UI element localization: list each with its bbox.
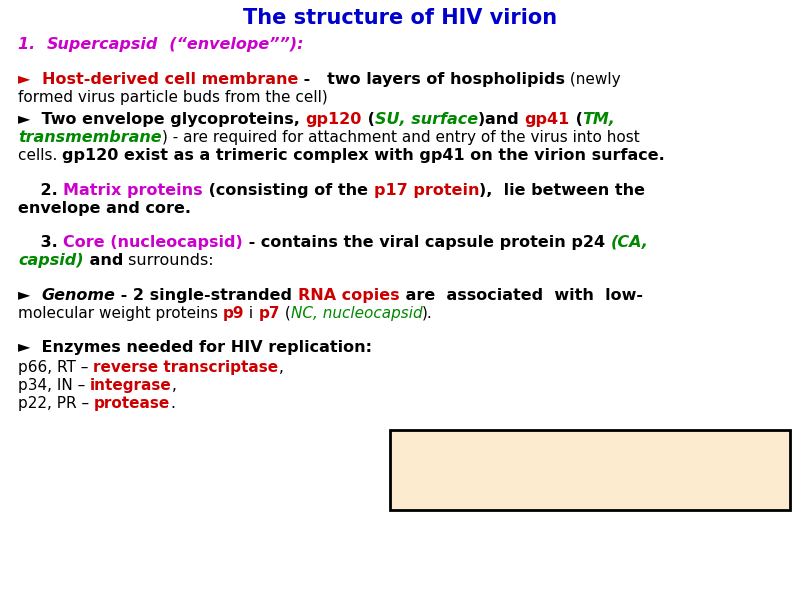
Text: p34, IN –: p34, IN – [18,378,90,393]
Text: cells.: cells. [18,148,62,163]
Text: (consisting of the: (consisting of the [203,183,374,198]
Text: ) - are required for attachment and entry of the virus into host: ) - are required for attachment and entr… [162,130,639,145]
Text: Core (nucleocapsid): Core (nucleocapsid) [63,235,243,250]
Text: Genome: Genome [42,288,115,303]
Text: (newly: (newly [565,72,621,87]
Text: p22, PR –: p22, PR – [18,396,94,411]
Text: gp120: gp120 [306,112,362,127]
Text: TM,: TM, [582,112,615,127]
Text: -   two layers of hospholipids: - two layers of hospholipids [298,72,565,87]
Text: are  associated  with  low-: are associated with low- [400,288,642,303]
Text: (: ( [280,306,290,321]
Text: (: ( [570,112,582,127]
Text: RNA copies: RNA copies [298,288,400,303]
Text: NC, nucleocapsid: NC, nucleocapsid [290,306,422,321]
Text: envelope and core.: envelope and core. [18,201,191,216]
Text: - contains the viral capsule protein p24: - contains the viral capsule protein p24 [243,235,611,250]
Text: protease: protease [94,396,170,411]
Text: surrounds:: surrounds: [123,253,214,268]
Text: formed virus particle buds from the cell): formed virus particle buds from the cell… [18,90,328,105]
Text: ).: ). [422,306,433,321]
Text: ►: ► [18,72,42,87]
Text: gp120 exist as a trimeric complex with gp41 on the virion surface.: gp120 exist as a trimeric complex with g… [62,148,665,163]
Text: Matrix proteins: Matrix proteins [63,183,203,198]
Text: Переклад на наступному слайді: Переклад на наступному слайді [422,462,758,480]
Text: reverse transcriptase: reverse transcriptase [94,360,278,375]
Text: p9: p9 [223,306,244,321]
Text: 1.: 1. [18,37,46,52]
Text: ►  Enzymes needed for HIV replication:: ► Enzymes needed for HIV replication: [18,340,372,355]
Text: The structure of HIV virion: The structure of HIV virion [243,8,557,28]
Text: SU, surface: SU, surface [374,112,478,127]
Text: molecular weight proteins: molecular weight proteins [18,306,223,321]
Text: i: i [244,306,258,321]
Text: p7: p7 [258,306,280,321]
Text: p66, RT –: p66, RT – [18,360,94,375]
Text: integrase: integrase [90,378,172,393]
Text: and: and [84,253,123,268]
FancyBboxPatch shape [390,430,790,510]
Text: (: ( [362,112,374,127]
Text: ),  lie between the: ), lie between the [479,183,645,198]
Text: Supercapsid: Supercapsid [46,37,158,52]
Text: and: and [485,112,525,127]
Text: capsid): capsid) [18,253,84,268]
Text: (CA,: (CA, [611,235,649,250]
Text: gp41: gp41 [525,112,570,127]
Text: p17 protein: p17 protein [374,183,479,198]
Text: Host-derived cell membrane: Host-derived cell membrane [42,72,298,87]
Text: ,: , [172,378,177,393]
Text: .: . [170,396,175,411]
Text: 3.: 3. [18,235,63,250]
Text: 2.: 2. [18,183,63,198]
Text: transmembrane: transmembrane [18,130,162,145]
Text: ,: , [278,360,283,375]
Text: ►: ► [18,288,42,303]
Text: (“envelopeˮ”):: (“envelopeˮ”): [158,37,303,52]
Text: ): ) [478,112,485,127]
Text: - 2 single-stranded: - 2 single-stranded [115,288,298,303]
Text: ►  Two envelope glycoproteins,: ► Two envelope glycoproteins, [18,112,306,127]
